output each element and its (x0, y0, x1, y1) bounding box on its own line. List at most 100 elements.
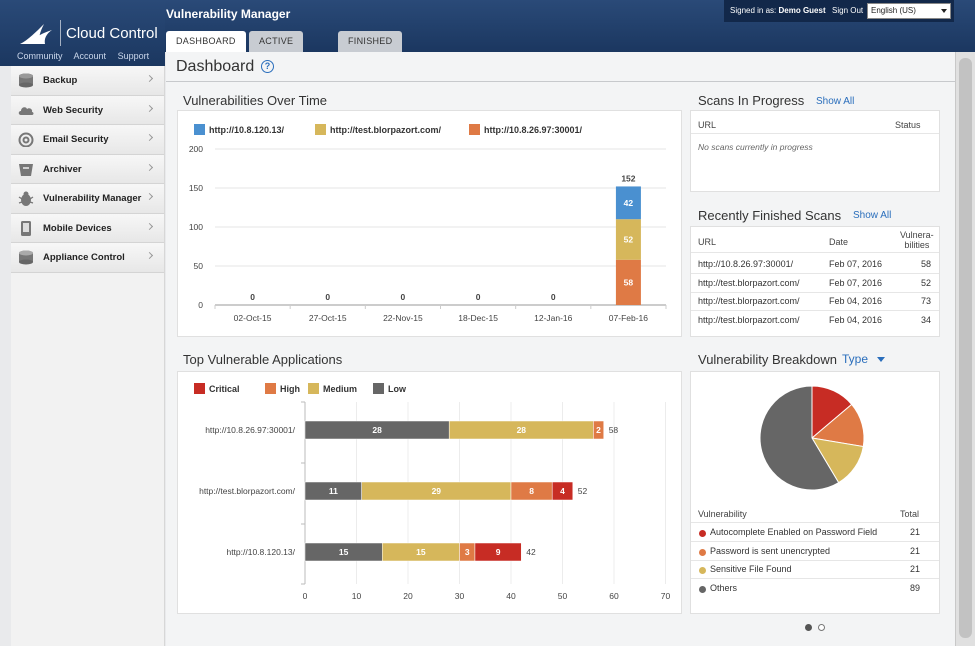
bar-segment-label: 28 (517, 425, 527, 435)
finished-scan-count: 58 (920, 259, 931, 269)
legend-label: http://10.8.120.13/ (209, 125, 285, 135)
bar-total-label: 0 (476, 292, 481, 302)
sidebar-item-backup[interactable]: Backup (11, 66, 164, 96)
scrollbar-thumb[interactable] (959, 58, 972, 638)
y-tick-label: 50 (194, 261, 204, 271)
bar-total-label: 0 (250, 292, 255, 302)
logo-divider (60, 20, 61, 46)
y-tick-label: 100 (189, 222, 203, 232)
bar-segment[interactable] (615, 219, 641, 260)
col-total: Total (900, 509, 920, 519)
language-select[interactable]: English (US) (867, 3, 951, 19)
row-divider (691, 291, 939, 293)
legend-label: High (280, 384, 300, 394)
x-tick-label: 12-Jan-16 (534, 313, 573, 323)
bar-total-label: 52 (578, 486, 588, 496)
mobile-icon (18, 220, 34, 236)
legend-swatch (194, 383, 205, 394)
breakdown-title: Vulnerability Breakdown (698, 352, 837, 367)
x-tick-label: 40 (506, 591, 516, 601)
row-divider (691, 273, 939, 274)
finished-scan-url[interactable]: http://10.8.26.97:30001/ (698, 259, 794, 269)
breakdown-type-dropdown[interactable]: Type (842, 352, 886, 366)
legend-label: http://test.blorpazort.com/ (330, 125, 441, 135)
bar-segment-label: 2 (596, 425, 601, 435)
main-content: Dashboard ? Vulnerabilities Over Time ht… (166, 52, 955, 646)
legend-swatch (308, 383, 319, 394)
bar-segment[interactable] (615, 186, 641, 220)
help-icon[interactable]: ? (261, 60, 274, 73)
sidebar-item-web-security[interactable]: Web Security (11, 95, 164, 125)
support-link[interactable]: Support (117, 51, 150, 61)
tab-active-scans[interactable]: ACTIVE SCANS (249, 31, 304, 67)
bar-segment[interactable] (474, 542, 522, 562)
sidebar-item-mobile-devices[interactable]: Mobile Devices (11, 213, 164, 243)
col-status: Status (895, 120, 921, 130)
legend-swatch (373, 383, 384, 394)
bar-segment-label: 28 (372, 425, 382, 435)
brand-links: Community Account Support (17, 51, 158, 61)
bar-segment-label: 11 (329, 486, 338, 496)
legend-swatch (265, 383, 276, 394)
sidebar-item-label: Archiver (43, 163, 82, 175)
bar-segment[interactable] (551, 481, 574, 501)
category-label: http://10.8.26.97:30001/ (205, 425, 295, 435)
user-name: Demo Guest (778, 6, 826, 15)
sidebar-item-appliance-control[interactable]: Appliance Control (11, 243, 164, 273)
legend-label: http://10.8.26.97:30001/ (484, 125, 583, 135)
tab-finished-scans[interactable]: FINISHED SCANS (338, 31, 403, 67)
page-scrollbar[interactable] (955, 52, 975, 646)
account-link[interactable]: Account (73, 51, 107, 61)
finished-scan-url[interactable]: http://test.blorpazort.com/ (698, 296, 800, 306)
breakdown-row-label[interactable]: Password is sent unencrypted (710, 545, 831, 556)
carousel-dot[interactable] (818, 624, 825, 631)
bar-segment[interactable] (615, 259, 641, 305)
y-tick-label: 150 (189, 183, 203, 193)
tab-dashboard[interactable]: DASHBOARD (166, 31, 246, 52)
scans-in-progress-show-all[interactable]: Show All (816, 96, 855, 107)
top-apps-chart: Critical High Medium Low 0 10 20 30 40 50 60 70 http… (194, 383, 671, 601)
bar-segment[interactable] (593, 420, 604, 440)
breakdown-row-label[interactable]: Sensitive File Found (710, 564, 792, 574)
sidebar-item-archiver[interactable]: Archiver (11, 154, 164, 184)
bar-segment-label: 52 (624, 234, 634, 244)
chevron-right-icon (145, 133, 154, 142)
recently-finished-show-all[interactable]: Show All (853, 210, 892, 221)
finished-scan-url[interactable]: http://test.blorpazort.com/ (698, 277, 800, 288)
col-url: URL (698, 237, 717, 247)
vuln-over-time-chart: http://10.8.120.13/http://test.blorpazor… (189, 124, 667, 323)
breakdown-row-total: 21 (909, 527, 920, 537)
sidebar-item-label: Backup (43, 75, 78, 86)
bar-total-label: 0 (401, 292, 406, 302)
x-tick-label: 50 (558, 591, 568, 601)
x-tick-label: 30 (455, 591, 465, 601)
sidebar-item-email-security[interactable]: Email Security (11, 125, 164, 155)
sign-out-link[interactable]: Sign Out (832, 6, 864, 15)
sidebar-item-vulnerability-manager[interactable]: Vulnerability Manager (11, 184, 164, 214)
chevron-right-icon (145, 192, 154, 201)
x-tick-label: 70 (661, 591, 671, 601)
app-title: Vulnerability Manager (166, 7, 291, 21)
community-link[interactable]: Community (17, 51, 63, 61)
language-value: English (US) (871, 6, 916, 15)
x-tick-label: 60 (609, 591, 619, 601)
col-vulnerabilities-line-2: bilities (904, 240, 930, 250)
finished-scan-url[interactable]: http://test.blorpazort.com/ (698, 314, 800, 325)
col-date: Date (829, 237, 849, 247)
finished-scan-count: 34 (920, 314, 931, 325)
breakdown-row-label[interactable]: Others (710, 582, 738, 593)
recently-finished-panel: URL Date Vulnera- bilities http://10.8.2… (690, 226, 940, 337)
bar-segment-label: 15 (339, 547, 349, 557)
legend-dot-icon (699, 585, 706, 593)
x-tick-label: 10 (352, 591, 362, 601)
finished-scan-date: Feb 04, 2016 (829, 296, 883, 306)
pie-slice[interactable] (759, 385, 840, 491)
breakdown-row-label[interactable]: Autocomplete Enabled on Password Field (710, 527, 878, 537)
legend-label: Low (388, 384, 407, 394)
bar-total-label: 42 (526, 547, 536, 557)
vuln-over-time-panel: http://10.8.120.13/http://test.blorpazor… (177, 110, 682, 337)
vuln-over-time-title: Vulnerabilities Over Time (183, 93, 328, 108)
carousel-dot-active[interactable] (805, 624, 812, 631)
category-label: http://test.blorpazort.com/ (199, 486, 296, 496)
signed-in-label: Signed in as: (730, 6, 777, 15)
